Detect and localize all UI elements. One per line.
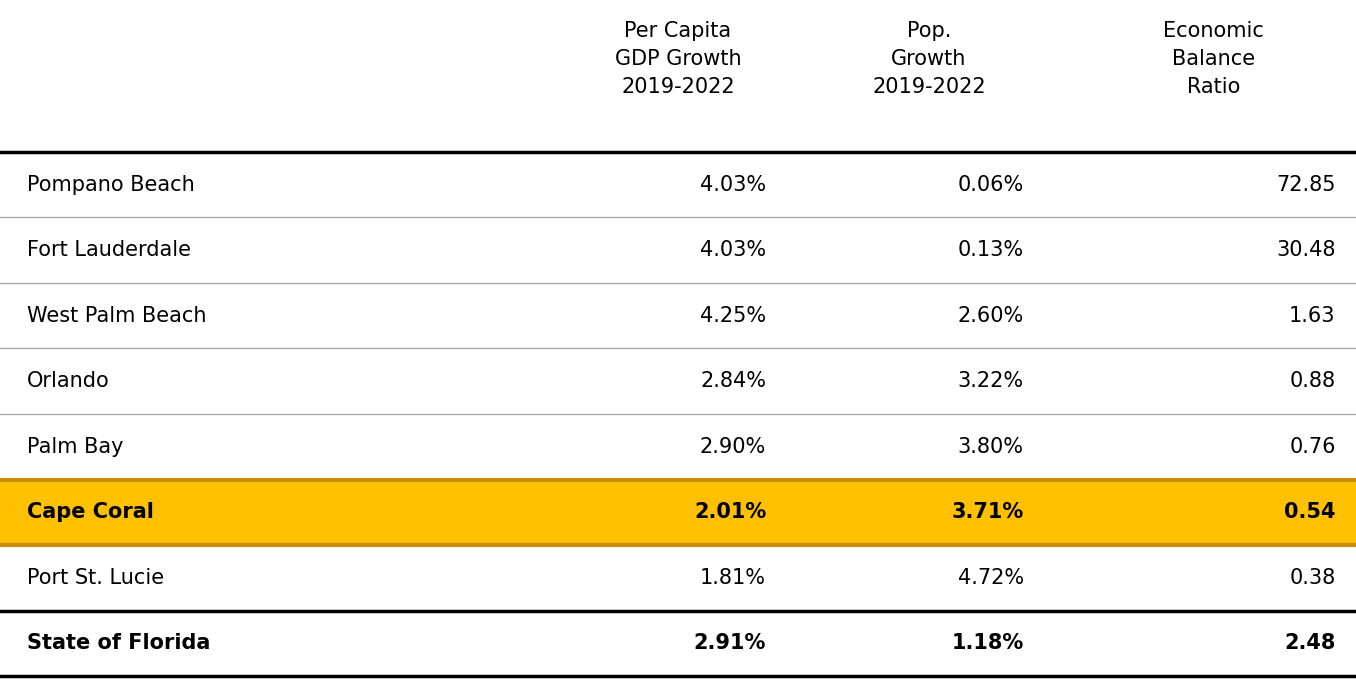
Text: 4.25%: 4.25% <box>700 306 766 326</box>
Text: 1.81%: 1.81% <box>700 568 766 588</box>
Text: 2.48: 2.48 <box>1284 633 1336 653</box>
Text: 0.54: 0.54 <box>1284 502 1336 522</box>
Text: 4.03%: 4.03% <box>700 240 766 260</box>
Text: 0.88: 0.88 <box>1290 371 1336 391</box>
Text: 0.13%: 0.13% <box>957 240 1024 260</box>
Text: Cape Coral: Cape Coral <box>27 502 155 522</box>
Text: Fort Lauderdale: Fort Lauderdale <box>27 240 191 260</box>
Text: 0.76: 0.76 <box>1290 437 1336 457</box>
Text: 1.18%: 1.18% <box>952 633 1024 653</box>
Text: 2.90%: 2.90% <box>700 437 766 457</box>
Text: 4.72%: 4.72% <box>957 568 1024 588</box>
Text: Economic
Balance
Ratio: Economic Balance Ratio <box>1163 21 1264 97</box>
Text: 2.84%: 2.84% <box>700 371 766 391</box>
Text: 1.63: 1.63 <box>1290 306 1336 326</box>
Text: 72.85: 72.85 <box>1276 175 1336 195</box>
Text: 0.38: 0.38 <box>1290 568 1336 588</box>
Bar <box>0 480 1356 545</box>
Text: 3.22%: 3.22% <box>957 371 1024 391</box>
Text: Pompano Beach: Pompano Beach <box>27 175 195 195</box>
Text: Palm Bay: Palm Bay <box>27 437 123 457</box>
Text: 3.71%: 3.71% <box>952 502 1024 522</box>
Text: Per Capita
GDP Growth
2019-2022: Per Capita GDP Growth 2019-2022 <box>614 21 742 97</box>
Text: 4.03%: 4.03% <box>700 175 766 195</box>
Text: State of Florida: State of Florida <box>27 633 210 653</box>
Text: Port St. Lucie: Port St. Lucie <box>27 568 164 588</box>
Text: 3.80%: 3.80% <box>957 437 1024 457</box>
Text: 30.48: 30.48 <box>1276 240 1336 260</box>
Text: 2.01%: 2.01% <box>694 502 766 522</box>
Text: 2.91%: 2.91% <box>694 633 766 653</box>
Text: Orlando: Orlando <box>27 371 110 391</box>
Text: West Palm Beach: West Palm Beach <box>27 306 206 326</box>
Text: Pop.
Growth
2019-2022: Pop. Growth 2019-2022 <box>872 21 986 97</box>
Text: 0.06%: 0.06% <box>957 175 1024 195</box>
Text: 2.60%: 2.60% <box>957 306 1024 326</box>
